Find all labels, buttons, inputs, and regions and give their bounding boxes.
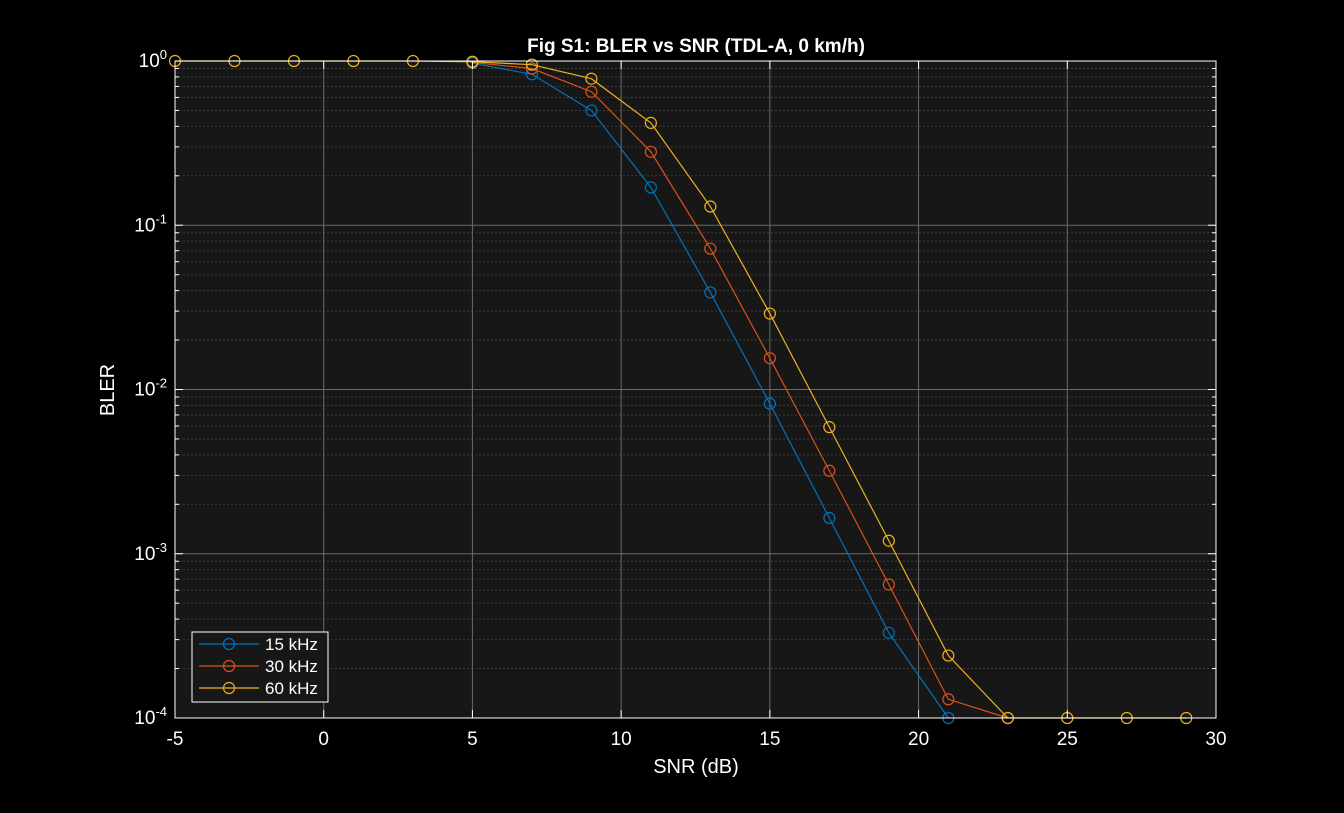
data-point	[525, 62, 539, 75]
legend-swatch-marker	[222, 681, 236, 695]
x-axis-label: SNR (dB)	[653, 756, 739, 778]
series-line	[472, 62, 949, 719]
legend[interactable]: 15 kHz 30 kHz 60 kHz	[191, 631, 329, 703]
data-point	[942, 693, 955, 706]
data-point	[823, 421, 836, 434]
series-30-khz	[466, 56, 1014, 725]
y-tick-label: 10-4	[134, 704, 167, 729]
legend-swatch-marker	[222, 659, 236, 673]
y-tick-label: 100	[139, 47, 167, 72]
x-tick-label: 10	[611, 729, 632, 750]
x-tick-label: 15	[759, 729, 780, 750]
data-point	[585, 72, 598, 85]
x-tick-label: 0	[318, 729, 329, 750]
x-tick-label: 30	[1205, 729, 1226, 750]
y-tick-labels: 100 10-1 10-2 10-3 10-4	[134, 47, 167, 729]
legend-entry-60khz[interactable]: 60 kHz	[199, 679, 318, 698]
data-point	[882, 534, 895, 547]
y-tick-label: 10-1	[134, 211, 167, 236]
data-point	[704, 200, 717, 213]
y-tick-label: 10-2	[134, 376, 167, 401]
axis-ticks	[174, 60, 1217, 719]
data-point	[942, 649, 955, 662]
legend-swatch-marker	[222, 637, 236, 651]
major-grid	[174, 60, 1217, 719]
minor-grid	[175, 68, 1216, 670]
data-point	[525, 58, 539, 71]
y-axis-label: BLER	[97, 364, 119, 416]
x-tick-label: 25	[1057, 729, 1078, 750]
series-15-khz	[466, 57, 955, 725]
data-point	[823, 511, 836, 525]
legend-entry-15khz[interactable]: 15 kHz	[199, 635, 318, 654]
legend-label: 60 kHz	[265, 679, 318, 698]
data-point	[585, 104, 598, 117]
legend-entry-30khz[interactable]: 30 kHz	[199, 657, 318, 676]
data-point	[644, 145, 657, 158]
data-point	[585, 85, 598, 98]
x-tick-label: -5	[167, 729, 184, 750]
data-point	[763, 352, 776, 365]
x-tick-label: 20	[908, 729, 929, 750]
data-point	[882, 578, 895, 591]
data-point	[763, 397, 776, 410]
series-line	[472, 61, 1008, 719]
chart-title: Fig S1: BLER vs SNR (TDL-A, 0 km/h)	[527, 36, 865, 57]
legend-label: 15 kHz	[265, 635, 318, 654]
data-point	[882, 626, 895, 639]
x-tick-label: 5	[467, 729, 478, 750]
data-point	[644, 181, 657, 194]
data-point	[704, 286, 717, 299]
data-point	[823, 464, 836, 477]
data-point	[763, 307, 776, 320]
x-tick-labels: -5 0 5 10 15 20 25 30	[167, 729, 1227, 750]
y-tick-label: 10-3	[134, 540, 167, 565]
data-point	[644, 116, 657, 129]
data-point	[704, 242, 717, 255]
legend-label: 30 kHz	[265, 657, 318, 676]
